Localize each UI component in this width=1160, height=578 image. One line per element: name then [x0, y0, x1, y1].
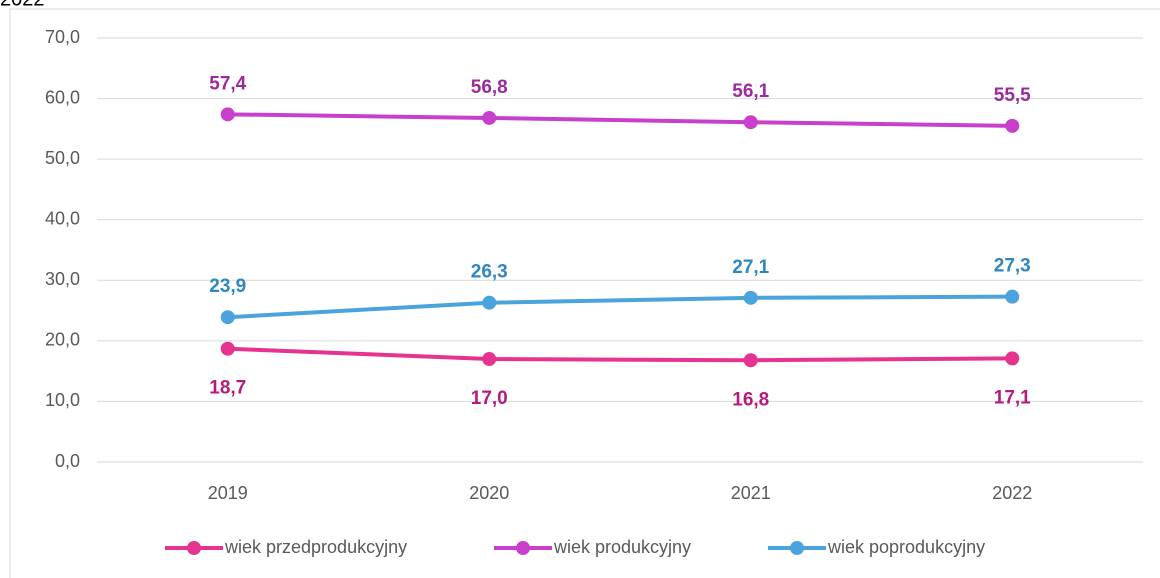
marker — [220, 107, 235, 122]
y-tick-label: 50,0 — [45, 148, 80, 168]
marker — [743, 353, 758, 368]
x-tick-label: 2022 — [992, 483, 1032, 503]
marker — [220, 341, 235, 356]
data-label: 23,9 — [209, 276, 246, 297]
legend-label: wiek produkcyjny — [553, 537, 691, 557]
data-label: 17,0 — [471, 388, 508, 409]
y-tick-label: 0,0 — [55, 451, 80, 471]
data-label: 26,3 — [471, 262, 508, 283]
y-tick-label: 10,0 — [45, 390, 80, 410]
data-label: 27,3 — [994, 256, 1031, 277]
marker — [482, 110, 497, 125]
marker — [220, 310, 235, 325]
legend-swatch — [790, 541, 804, 555]
marker — [482, 352, 497, 367]
legend-label: wiek przedprodukcyjny — [224, 537, 407, 557]
x-tick-label: 2019 — [208, 483, 248, 503]
chart-title: 2022 — [0, 0, 45, 10]
marker — [482, 295, 497, 310]
marker — [743, 290, 758, 305]
data-label: 56,8 — [471, 77, 508, 98]
marker — [1005, 289, 1020, 304]
y-tick-label: 70,0 — [45, 27, 80, 47]
data-label: 17,1 — [994, 387, 1031, 408]
data-label: 16,8 — [732, 389, 769, 410]
legend-label: wiek poprodukcyjny — [827, 537, 985, 557]
series-line — [227, 346, 1013, 363]
data-label: 27,1 — [732, 257, 769, 278]
data-label: 18,7 — [209, 378, 246, 399]
marker — [1005, 351, 1020, 366]
x-tick-label: 2020 — [469, 483, 509, 503]
y-tick-label: 30,0 — [45, 269, 80, 289]
x-tick-label: 2021 — [731, 483, 771, 503]
data-label: 57,4 — [209, 73, 246, 94]
data-label: 56,1 — [732, 81, 769, 102]
legend-swatch — [187, 541, 201, 555]
series-line — [227, 294, 1013, 320]
data-label: 55,5 — [994, 85, 1031, 106]
y-tick-label: 60,0 — [45, 87, 80, 107]
marker — [1005, 118, 1020, 133]
marker — [743, 115, 758, 130]
series-line — [227, 112, 1013, 128]
legend-swatch — [516, 541, 530, 555]
y-tick-label: 20,0 — [45, 330, 80, 350]
y-tick-label: 40,0 — [45, 208, 80, 228]
